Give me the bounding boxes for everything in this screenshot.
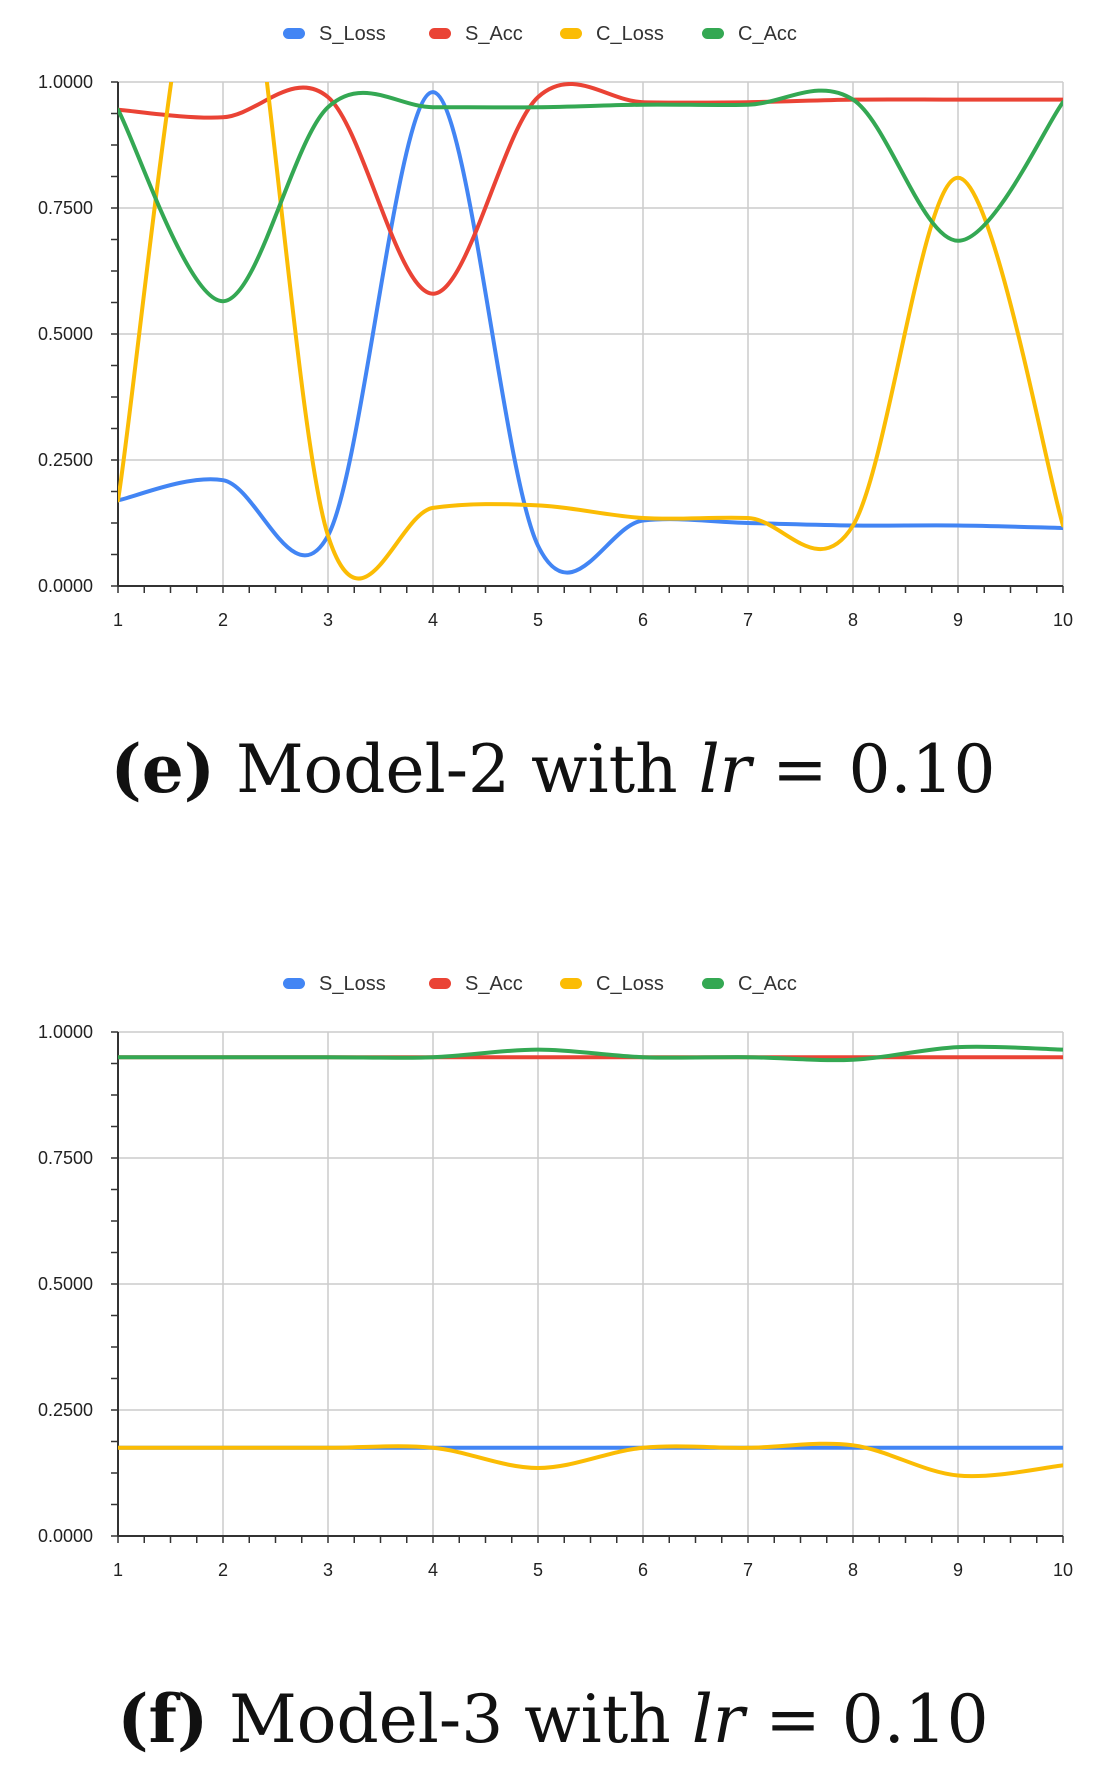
legend-label: S_Loss xyxy=(319,23,386,45)
legend-item: C_Acc xyxy=(702,23,797,45)
line-chart-e: 0.0000 0.2500 0.5000 0.7500 1.0000 1 2 3 4 5 6 7 8 9 1… xyxy=(38,23,1073,630)
x-tick-label: 7 xyxy=(743,610,753,630)
x-tick-label: 2 xyxy=(218,610,228,630)
x-tick-label: 1 xyxy=(113,1560,123,1580)
x-tick-label: 7 xyxy=(743,1560,753,1580)
x-tick-label: 6 xyxy=(638,1560,648,1580)
legend-label: C_Loss xyxy=(596,973,664,995)
legend-item: S_Loss xyxy=(283,23,386,45)
legend: S_Loss S_Acc C_Loss C_Acc xyxy=(283,973,797,995)
caption-rest: = 0.10 xyxy=(744,1681,989,1758)
axes: 0.0000 0.2500 0.5000 0.7500 1.0000 1 2 3 4 5 6 7 8 9 1… xyxy=(38,72,1073,630)
x-tick-label: 3 xyxy=(323,1560,333,1580)
x-tick-label: 4 xyxy=(428,1560,438,1580)
caption-text: Model-3 with xyxy=(208,1681,692,1758)
x-tick-label: 4 xyxy=(428,610,438,630)
y-tick-label: 0.0000 xyxy=(38,1526,93,1546)
x-tick-label: 10 xyxy=(1053,1560,1073,1580)
legend-label: S_Acc xyxy=(465,973,523,995)
x-tick-label: 6 xyxy=(638,610,648,630)
y-tick-label: 0.5000 xyxy=(38,324,93,344)
legend-swatch xyxy=(429,28,451,39)
legend-item: C_Loss xyxy=(560,973,664,995)
y-tick-label: 1.0000 xyxy=(38,72,93,92)
x-tick-label: 5 xyxy=(533,1560,543,1580)
series-group xyxy=(118,82,1063,581)
legend: S_Loss S_Acc C_Loss C_Acc xyxy=(283,23,797,45)
series-line-s-acc xyxy=(118,82,1063,296)
y-tick-label: 1.0000 xyxy=(38,1022,93,1042)
x-tick-label: 8 xyxy=(848,610,858,630)
x-tick-label: 2 xyxy=(218,1560,228,1580)
legend-swatch xyxy=(429,978,451,989)
series-line-c-loss xyxy=(118,1441,1063,1479)
y-tick-label: 0.7500 xyxy=(38,1148,93,1168)
legend-swatch xyxy=(702,978,724,989)
y-tick-label: 0.2500 xyxy=(38,1400,93,1420)
series-line-c-loss xyxy=(118,82,1063,581)
x-tick-label: 10 xyxy=(1053,610,1073,630)
caption-text: Model-2 with xyxy=(214,731,699,808)
y-tick-label: 0.5000 xyxy=(38,1274,93,1294)
x-tick-label: 5 xyxy=(533,610,543,630)
series-line-s-loss xyxy=(118,90,1063,575)
legend-label: C_Loss xyxy=(596,23,664,45)
caption-rest: = 0.10 xyxy=(751,731,996,808)
legend-item: S_Acc xyxy=(429,973,523,995)
chart-panel-f: 0.0000 0.2500 0.5000 0.7500 1.0000 1 2 3 4 5 6 7 8 9 1… xyxy=(0,950,1106,1771)
legend-swatch xyxy=(702,28,724,39)
y-tick-label: 0.0000 xyxy=(38,576,93,596)
line-chart-f: 0.0000 0.2500 0.5000 0.7500 1.0000 1 2 3 4 5 6 7 8 9 1… xyxy=(38,973,1073,1580)
legend-swatch xyxy=(283,28,305,39)
caption-tag: (e) xyxy=(110,730,215,808)
x-tick-label: 1 xyxy=(113,610,123,630)
series-group xyxy=(118,1044,1063,1479)
caption-math: lr xyxy=(691,1681,745,1758)
legend-item: C_Acc xyxy=(702,973,797,995)
legend-label: S_Acc xyxy=(465,23,523,45)
x-tick-label: 8 xyxy=(848,1560,858,1580)
series-line-c-acc xyxy=(118,1044,1063,1063)
legend-label: C_Acc xyxy=(738,973,797,995)
legend-label: C_Acc xyxy=(738,23,797,45)
axes: 0.0000 0.2500 0.5000 0.7500 1.0000 1 2 3 4 5 6 7 8 9 1… xyxy=(38,1022,1073,1580)
x-tick-label: 9 xyxy=(953,610,963,630)
chart-panel-e: 0.0000 0.2500 0.5000 0.7500 1.0000 1 2 3 4 5 6 7 8 9 1… xyxy=(0,23,1106,808)
legend-label: S_Loss xyxy=(319,973,386,995)
legend-swatch xyxy=(560,28,582,39)
legend-swatch xyxy=(560,978,582,989)
legend-item: C_Loss xyxy=(560,23,664,45)
caption-math: lr xyxy=(698,731,752,808)
y-tick-label: 0.7500 xyxy=(38,198,93,218)
caption-e: (e) Model-2 with lr = 0.10 xyxy=(0,730,1106,808)
legend-swatch xyxy=(283,978,305,989)
x-tick-label: 9 xyxy=(953,1560,963,1580)
caption-f: (f) Model-3 with lr = 0.10 xyxy=(0,1680,1106,1758)
legend-item: S_Acc xyxy=(429,23,523,45)
caption-tag: (f) xyxy=(117,1680,209,1758)
x-tick-label: 3 xyxy=(323,610,333,630)
series-line-c-acc xyxy=(118,88,1063,304)
legend-item: S_Loss xyxy=(283,973,386,995)
y-tick-label: 0.2500 xyxy=(38,450,93,470)
